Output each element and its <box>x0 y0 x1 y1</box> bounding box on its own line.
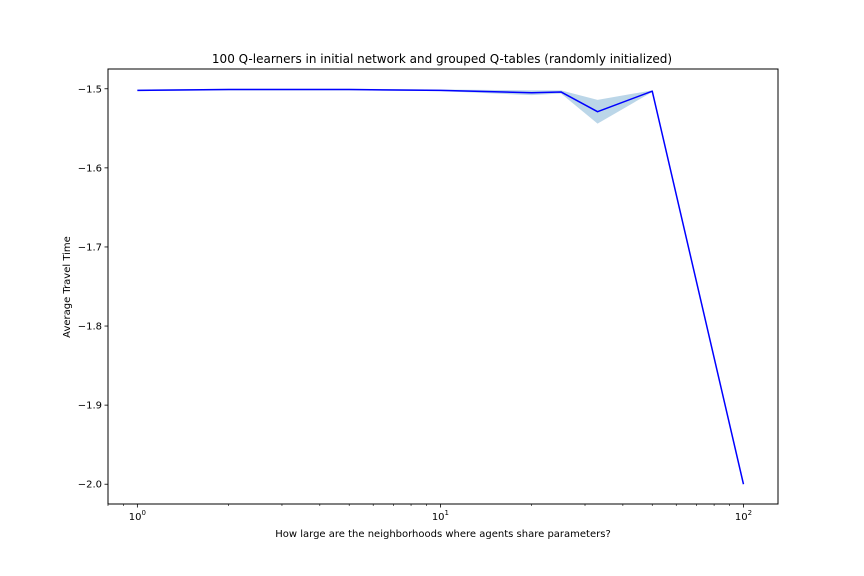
plot-area <box>107 68 779 505</box>
series-line-layer <box>137 88 745 485</box>
x-tick-label: 102 <box>735 509 752 523</box>
y-axis: −1.5 −1.6 −1.7 −1.8 −1.9 −2.0 <box>78 84 108 491</box>
chart-title: 100 Q-learners in initial network and gr… <box>212 52 672 66</box>
y-tick-label: −1.5 <box>78 84 102 95</box>
confidence-band-layer <box>137 88 744 485</box>
x-axis-label: How large are the neighborhoods where ag… <box>275 529 611 540</box>
series-0-confidence-band <box>137 88 744 485</box>
y-tick-label: −1.8 <box>78 322 102 333</box>
y-tick-label: −1.7 <box>78 242 102 253</box>
x-tick-label: 100 <box>129 509 146 523</box>
x-tick-label: 101 <box>432 509 449 523</box>
y-axis-label: Average Travel Time <box>62 236 73 338</box>
y-tick-label: −2.0 <box>78 480 102 491</box>
x-axis: 100 101 102 <box>107 504 752 523</box>
axes-frame <box>107 68 779 505</box>
y-tick-label: −1.9 <box>78 401 102 412</box>
series-0-line <box>137 88 745 485</box>
y-tick-label: −1.6 <box>78 163 102 174</box>
